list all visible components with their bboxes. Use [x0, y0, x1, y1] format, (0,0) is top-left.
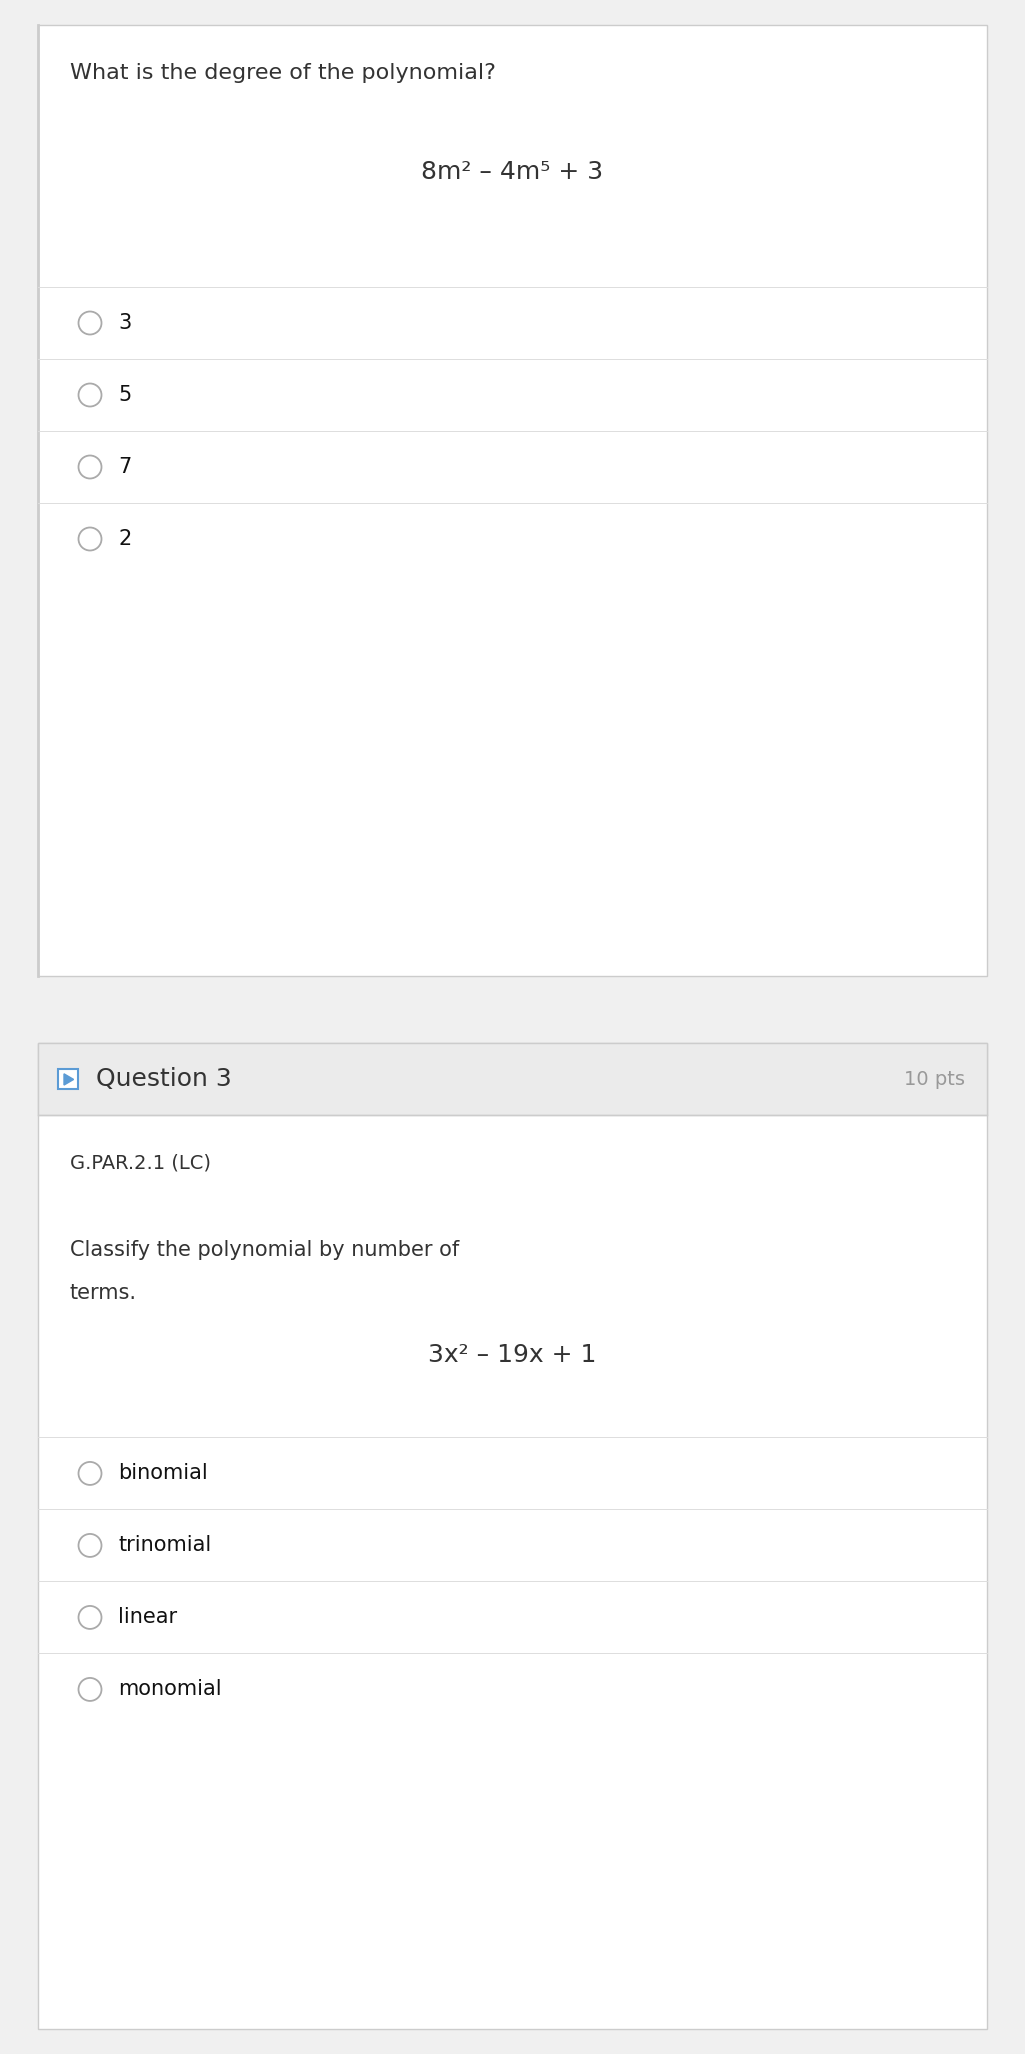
FancyBboxPatch shape: [38, 1043, 987, 2029]
Text: binomial: binomial: [118, 1462, 208, 1483]
Text: 5: 5: [118, 384, 131, 405]
Text: 8m² – 4m⁵ + 3: 8m² – 4m⁵ + 3: [421, 160, 604, 185]
Text: terms.: terms.: [70, 1284, 137, 1304]
Text: 3: 3: [118, 312, 131, 333]
Text: 2: 2: [118, 530, 131, 548]
Text: linear: linear: [118, 1608, 177, 1627]
Text: 10 pts: 10 pts: [904, 1070, 965, 1089]
FancyBboxPatch shape: [58, 1070, 78, 1089]
Text: monomial: monomial: [118, 1680, 221, 1699]
Text: trinomial: trinomial: [118, 1536, 211, 1555]
Text: 3x² – 19x + 1: 3x² – 19x + 1: [428, 1343, 597, 1368]
Text: What is the degree of the polynomial?: What is the degree of the polynomial?: [70, 64, 496, 82]
Text: 7: 7: [118, 456, 131, 477]
Text: G.PAR.2.1 (LC): G.PAR.2.1 (LC): [70, 1154, 211, 1173]
Text: Classify the polynomial by number of: Classify the polynomial by number of: [70, 1241, 459, 1261]
Text: Question 3: Question 3: [96, 1068, 232, 1091]
Polygon shape: [64, 1074, 74, 1085]
FancyBboxPatch shape: [38, 25, 987, 976]
FancyBboxPatch shape: [38, 1043, 987, 1115]
